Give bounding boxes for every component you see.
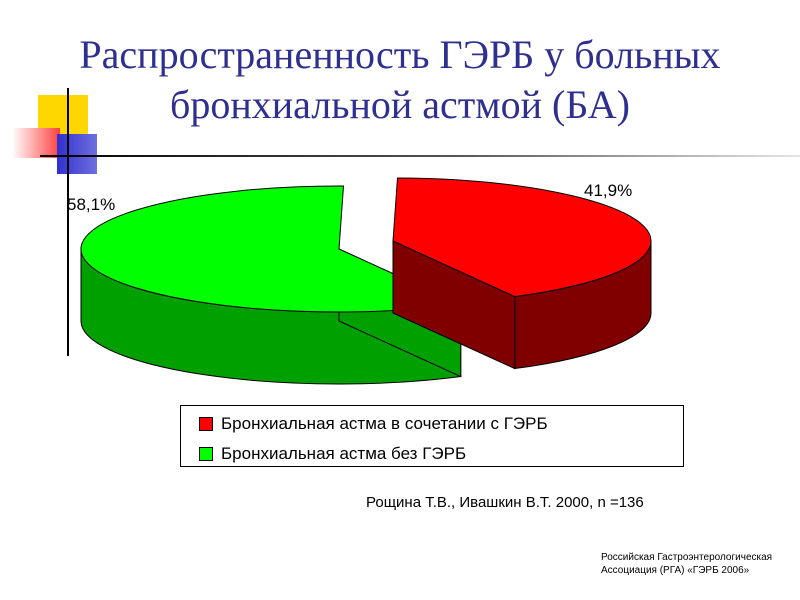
footer-credit: Российская Гастроэнтерологическая Ассоци…	[601, 551, 772, 577]
title-line-2: бронхиальной астмой (БА)	[170, 82, 630, 127]
legend-item-without-gerd: Бронхиальная астма без ГЭРБ	[199, 442, 466, 466]
legend-label: Бронхиальная астма без ГЭРБ	[221, 444, 467, 463]
decor-blue-square	[57, 134, 97, 174]
slice-without-gerd	[80, 185, 463, 313]
legend-swatch-red	[199, 417, 213, 431]
legend-swatch-green	[199, 447, 213, 461]
slide-title: Распространенность ГЭРБ у больных бронхи…	[0, 30, 800, 130]
slice-with-gerd	[392, 177, 652, 298]
footer-line-2: Ассоциация (РГА) «ГЭРБ 2006»	[601, 565, 750, 576]
decor-horizontal-line	[40, 155, 800, 157]
source-citation: Рощина Т.В., Ивашкин В.Т. 2000, n =136	[366, 494, 644, 511]
legend-label: Бронхиальная астма в сочетании с ГЭРБ	[221, 414, 548, 433]
data-label-without-gerd: 58,1%	[67, 195, 115, 214]
data-label-with-gerd: 41,9%	[584, 181, 632, 200]
footer-line-1: Российская Гастроэнтерологическая	[601, 552, 773, 563]
chart-legend: Бронхиальная астма в сочетании с ГЭРБ Бр…	[180, 405, 684, 467]
decor-vertical-line	[67, 88, 69, 356]
decor-red-square	[12, 128, 60, 158]
legend-item-with-gerd: Бронхиальная астма в сочетании с ГЭРБ	[199, 412, 548, 436]
title-line-1: Распространенность ГЭРБ у больных	[79, 32, 721, 77]
